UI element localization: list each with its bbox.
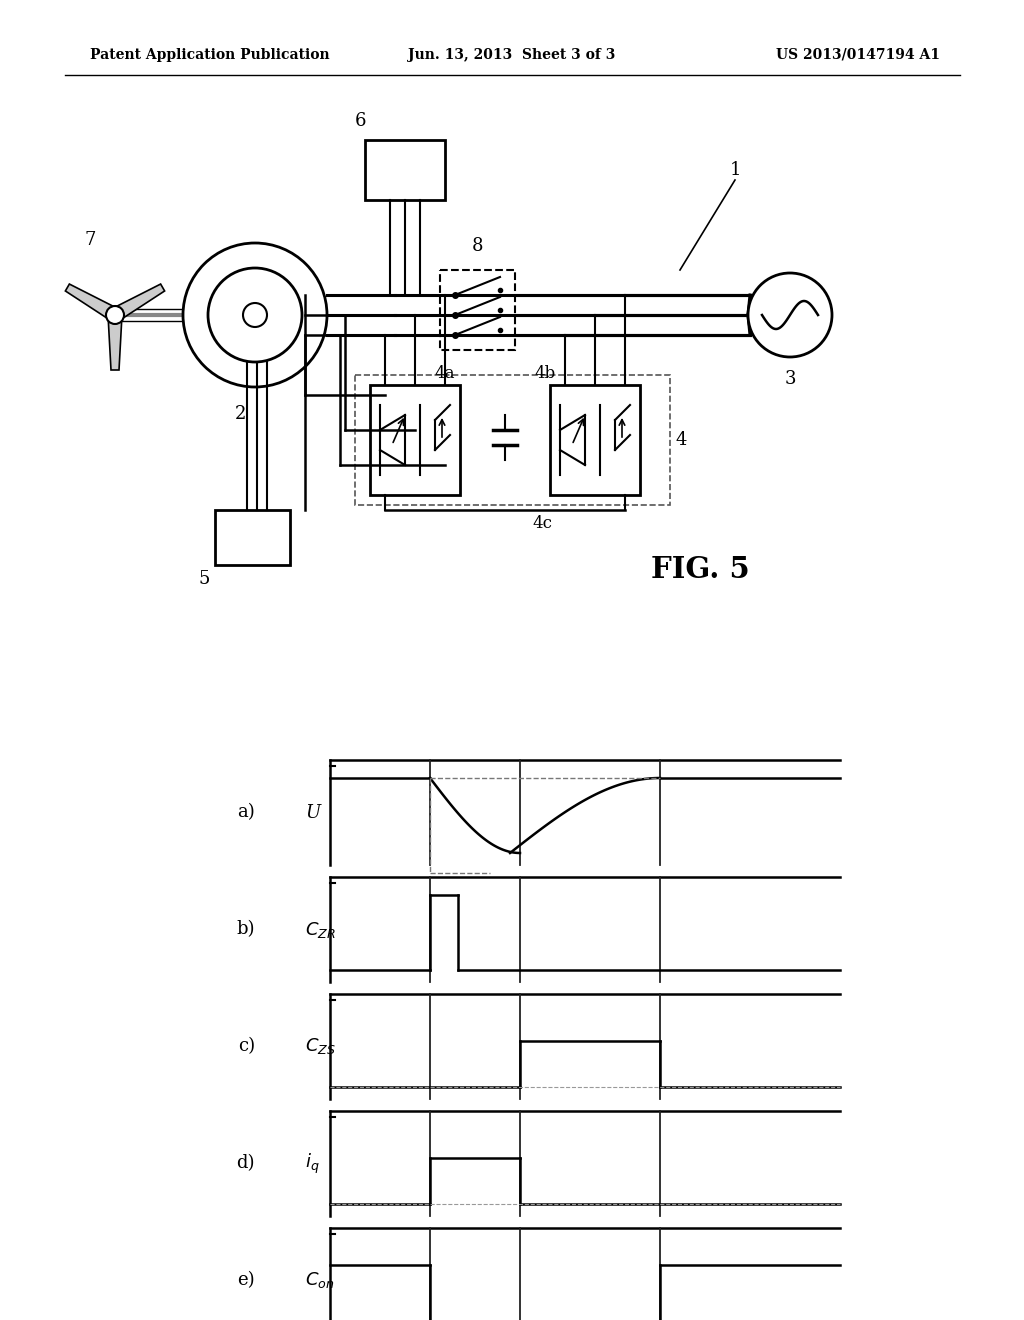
Text: 7: 7 <box>84 231 95 249</box>
Text: b): b) <box>237 920 255 939</box>
Text: FIG. 5: FIG. 5 <box>650 554 750 583</box>
Text: a): a) <box>238 804 255 821</box>
Circle shape <box>106 306 124 323</box>
Text: d): d) <box>237 1155 255 1172</box>
Bar <box>355 375 670 506</box>
Text: $i_q$: $i_q$ <box>305 1151 319 1176</box>
Text: e): e) <box>238 1271 255 1290</box>
Text: 4c: 4c <box>532 515 552 532</box>
Polygon shape <box>112 284 165 321</box>
Circle shape <box>183 243 327 387</box>
Circle shape <box>748 273 831 356</box>
Bar <box>365 140 445 201</box>
Text: c): c) <box>238 1038 255 1056</box>
Polygon shape <box>108 315 122 370</box>
Text: 4: 4 <box>675 432 686 449</box>
Text: $C_{ZS}$: $C_{ZS}$ <box>305 1036 336 1056</box>
Text: 1: 1 <box>730 161 741 180</box>
Bar <box>215 510 290 565</box>
Text: US 2013/0147194 A1: US 2013/0147194 A1 <box>776 48 940 62</box>
Bar <box>370 385 460 495</box>
Bar <box>440 271 515 350</box>
Text: $C_{on}$: $C_{on}$ <box>305 1270 335 1291</box>
Text: 3: 3 <box>784 370 796 388</box>
Text: 2: 2 <box>234 405 247 422</box>
Text: 4b: 4b <box>535 366 556 381</box>
Text: Jun. 13, 2013  Sheet 3 of 3: Jun. 13, 2013 Sheet 3 of 3 <box>409 48 615 62</box>
Text: 8: 8 <box>472 238 483 255</box>
Bar <box>550 385 640 495</box>
Circle shape <box>208 268 302 362</box>
Text: 6: 6 <box>354 112 366 129</box>
Circle shape <box>243 304 267 327</box>
Text: U: U <box>305 804 321 821</box>
Text: $C_{ZR}$: $C_{ZR}$ <box>305 920 336 940</box>
Text: 4a: 4a <box>435 366 456 381</box>
Polygon shape <box>66 284 119 321</box>
Text: 5: 5 <box>199 570 210 587</box>
Text: Patent Application Publication: Patent Application Publication <box>90 48 330 62</box>
